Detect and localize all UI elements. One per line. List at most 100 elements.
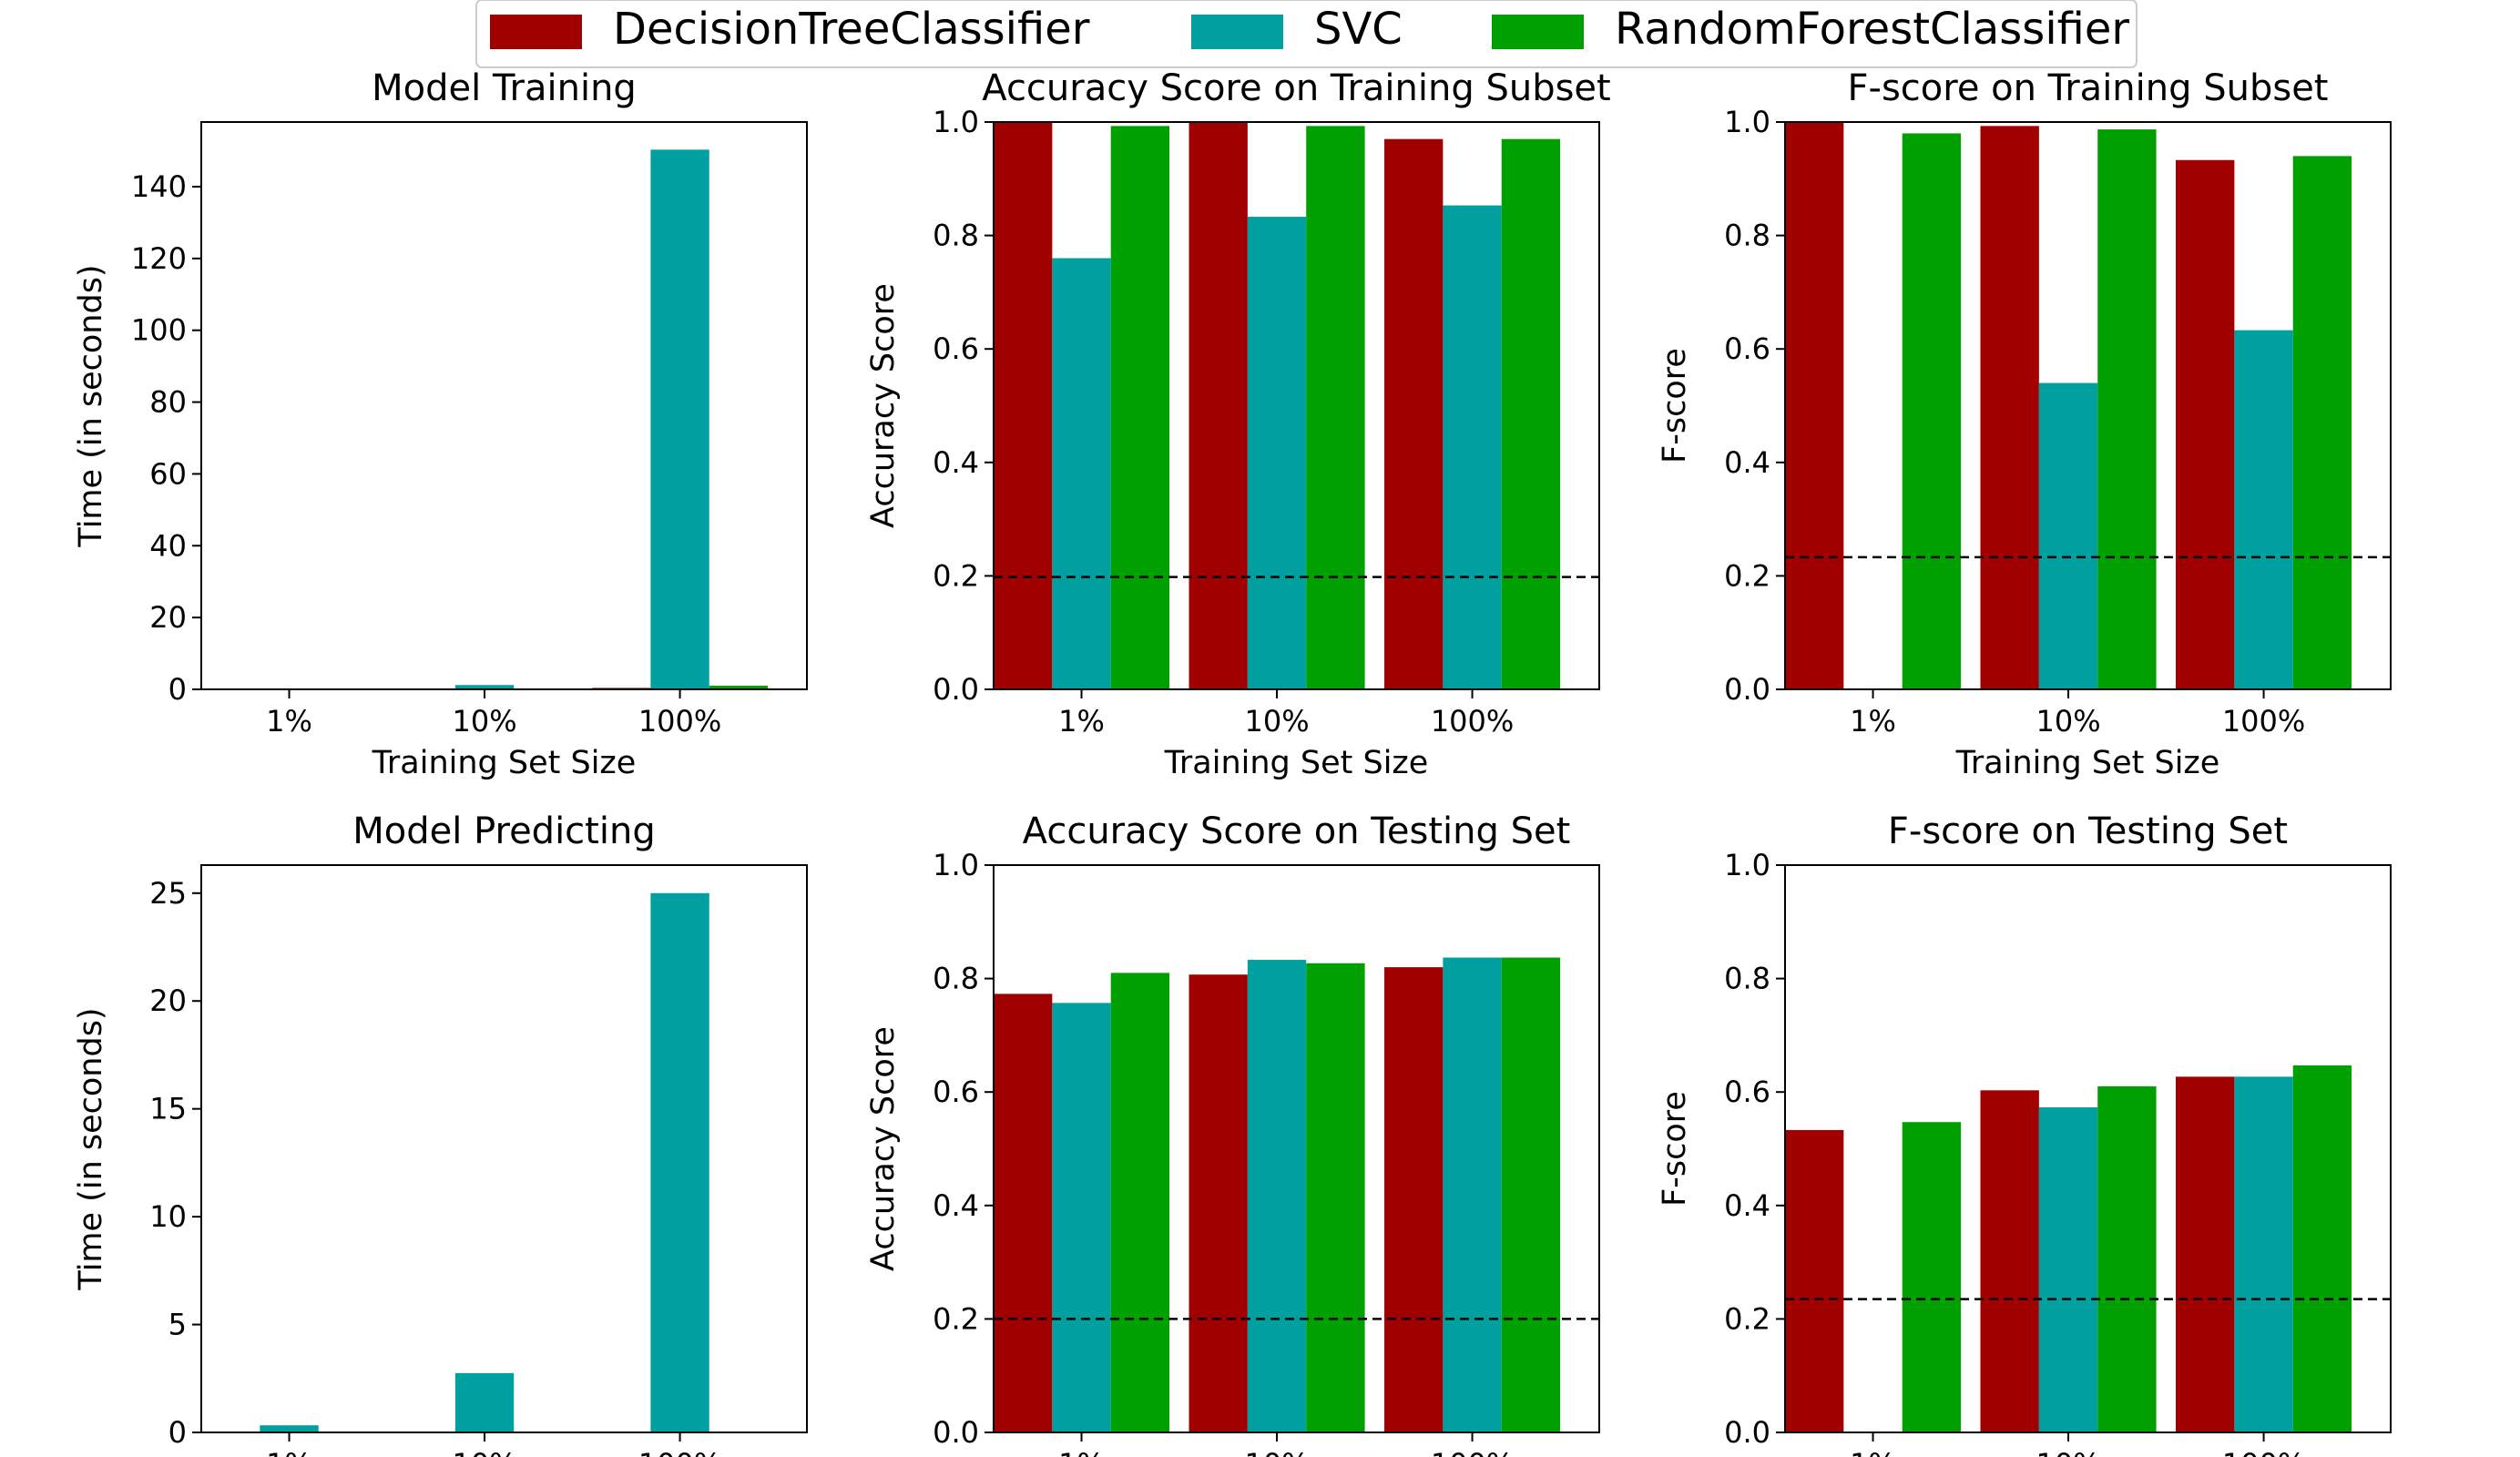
chart-title: F-score on Training Subset [1848,67,2329,109]
axes-frame [1784,121,2392,690]
y-tick-label: 0.2 [933,1301,979,1336]
bar [1501,138,1561,689]
y-tick-label: 120 [131,241,187,276]
y-axis-label: Accuracy Score [865,1026,902,1271]
bar [1052,258,1111,689]
chart-panel: 0 20 40 60 80 100 120 140 1% 10% 100% Model Trainin… [73,67,808,781]
y-tick-label: 25 [149,876,187,911]
bar [650,892,709,1432]
bar [260,1425,319,1432]
y-tick-label: 0.2 [1724,1301,1770,1336]
x-tick-label: 1% [266,1447,312,1457]
y-tick-label: 1.0 [1724,105,1770,139]
bar [1443,957,1502,1432]
x-tick-label: 100% [2222,704,2305,739]
bar [1247,960,1307,1432]
bar [2097,1085,2157,1432]
bars [994,122,1561,690]
y-tick-label: 0.6 [933,1075,979,1109]
bars [201,892,769,1432]
y-axis-label: F-score [1657,348,1693,464]
bar [2038,1107,2098,1432]
x-tick-label: 10% [1244,1447,1309,1457]
bars [1785,1065,2352,1432]
bar [1980,126,2039,690]
bar [2038,382,2098,689]
y-tick-label: 0.4 [1724,1188,1770,1223]
y-tick-label: 0.0 [1724,1415,1770,1450]
bar [454,1372,515,1432]
bar [650,149,709,690]
bar [1306,126,1365,690]
chart-panel: 05101520251%10%100%Model PredictingTrain… [73,810,808,1457]
bar [2292,1065,2352,1432]
bar [2292,156,2352,689]
y-axis-label: F-score [1657,1091,1693,1207]
bar [1785,1129,1844,1432]
x-tick-label: 10% [1244,704,1309,739]
x-tick-label: 100% [2222,1447,2305,1457]
x-tick-label: 1% [1850,1447,1896,1457]
x-tick-label: 10% [2035,1447,2100,1457]
bar [1384,967,1444,1432]
y-tick-label: 80 [149,385,187,420]
chart-title: Accuracy Score on Testing Set [1023,810,1571,852]
x-tick-label: 10% [452,1447,516,1457]
axes-frame [993,864,1600,1433]
y-tick-label: 0.8 [1724,219,1770,253]
legend-label: DecisionTreeClassifier [613,4,1090,55]
x-tick-label: 1% [1058,704,1105,739]
bar [2234,1076,2293,1432]
legend: DecisionTreeClassifier SVC RandomForestCla… [475,0,2137,68]
chart-panel: 0.0 0.2 0.4 0.6 0.8 1.0 1% 10% 100% Accuracy Scor… [865,810,1600,1457]
y-tick-label: 20 [149,983,187,1018]
y-tick-label: 0.2 [933,558,979,593]
x-tick-label: 100% [638,1447,721,1457]
y-tick-label: 0.6 [933,331,979,366]
bar [1384,138,1444,689]
y-axis-label: Time (in seconds) [73,1007,109,1290]
bar [1110,973,1170,1432]
x-tick-label: 100% [1431,1447,1514,1457]
bar [1443,205,1502,689]
bar [1189,974,1248,1432]
y-tick-label: 100 [131,313,187,348]
chart-panel: 0.0 0.2 0.4 0.6 0.8 1.0 1% 10% 100% Accuracy Scor… [865,67,1611,781]
legend-item: RandomForestClassifier [1492,4,2129,55]
y-tick-label: 0.6 [1724,1075,1770,1109]
y-tick-label: 0.4 [933,1188,979,1223]
y-tick-label: 40 [149,528,187,563]
y-tick-label: 0.0 [1724,672,1770,707]
bar [1501,957,1561,1432]
chart-panel: 0.0 0.2 0.4 0.6 0.8 1.0 1% 10% 100% F-score on Tr… [1657,67,2392,781]
bars [994,957,1561,1432]
y-tick-label: 0 [168,672,187,707]
y-tick-label: 1.0 [933,848,979,882]
chart-title: Model Training [372,67,637,109]
bar [1052,1003,1111,1432]
bar [1980,1090,2039,1432]
y-axis-label: Time (in seconds) [73,264,109,547]
bar [1902,1122,1962,1432]
bar [1785,122,1844,689]
x-tick-label: 100% [1431,704,1514,739]
y-tick-label: 20 [149,600,187,635]
bar [1306,963,1365,1432]
bar [994,993,1053,1432]
bar [2234,330,2293,689]
y-tick-label: 0.4 [933,445,979,480]
y-tick-label: 0.4 [1724,445,1770,480]
axes-frame [200,121,808,690]
chart-title: Model Predicting [352,810,655,852]
y-tick-label: 0 [168,1415,187,1450]
bar [1247,217,1307,690]
axes-frame [993,121,1600,690]
axes-frame [1784,864,2392,1433]
x-tick-label: 100% [638,704,721,739]
x-axis-label: Training Set Size [372,745,637,781]
x-tick-label: 10% [2035,704,2100,739]
axes-frame [200,864,808,1433]
bar [709,686,769,689]
